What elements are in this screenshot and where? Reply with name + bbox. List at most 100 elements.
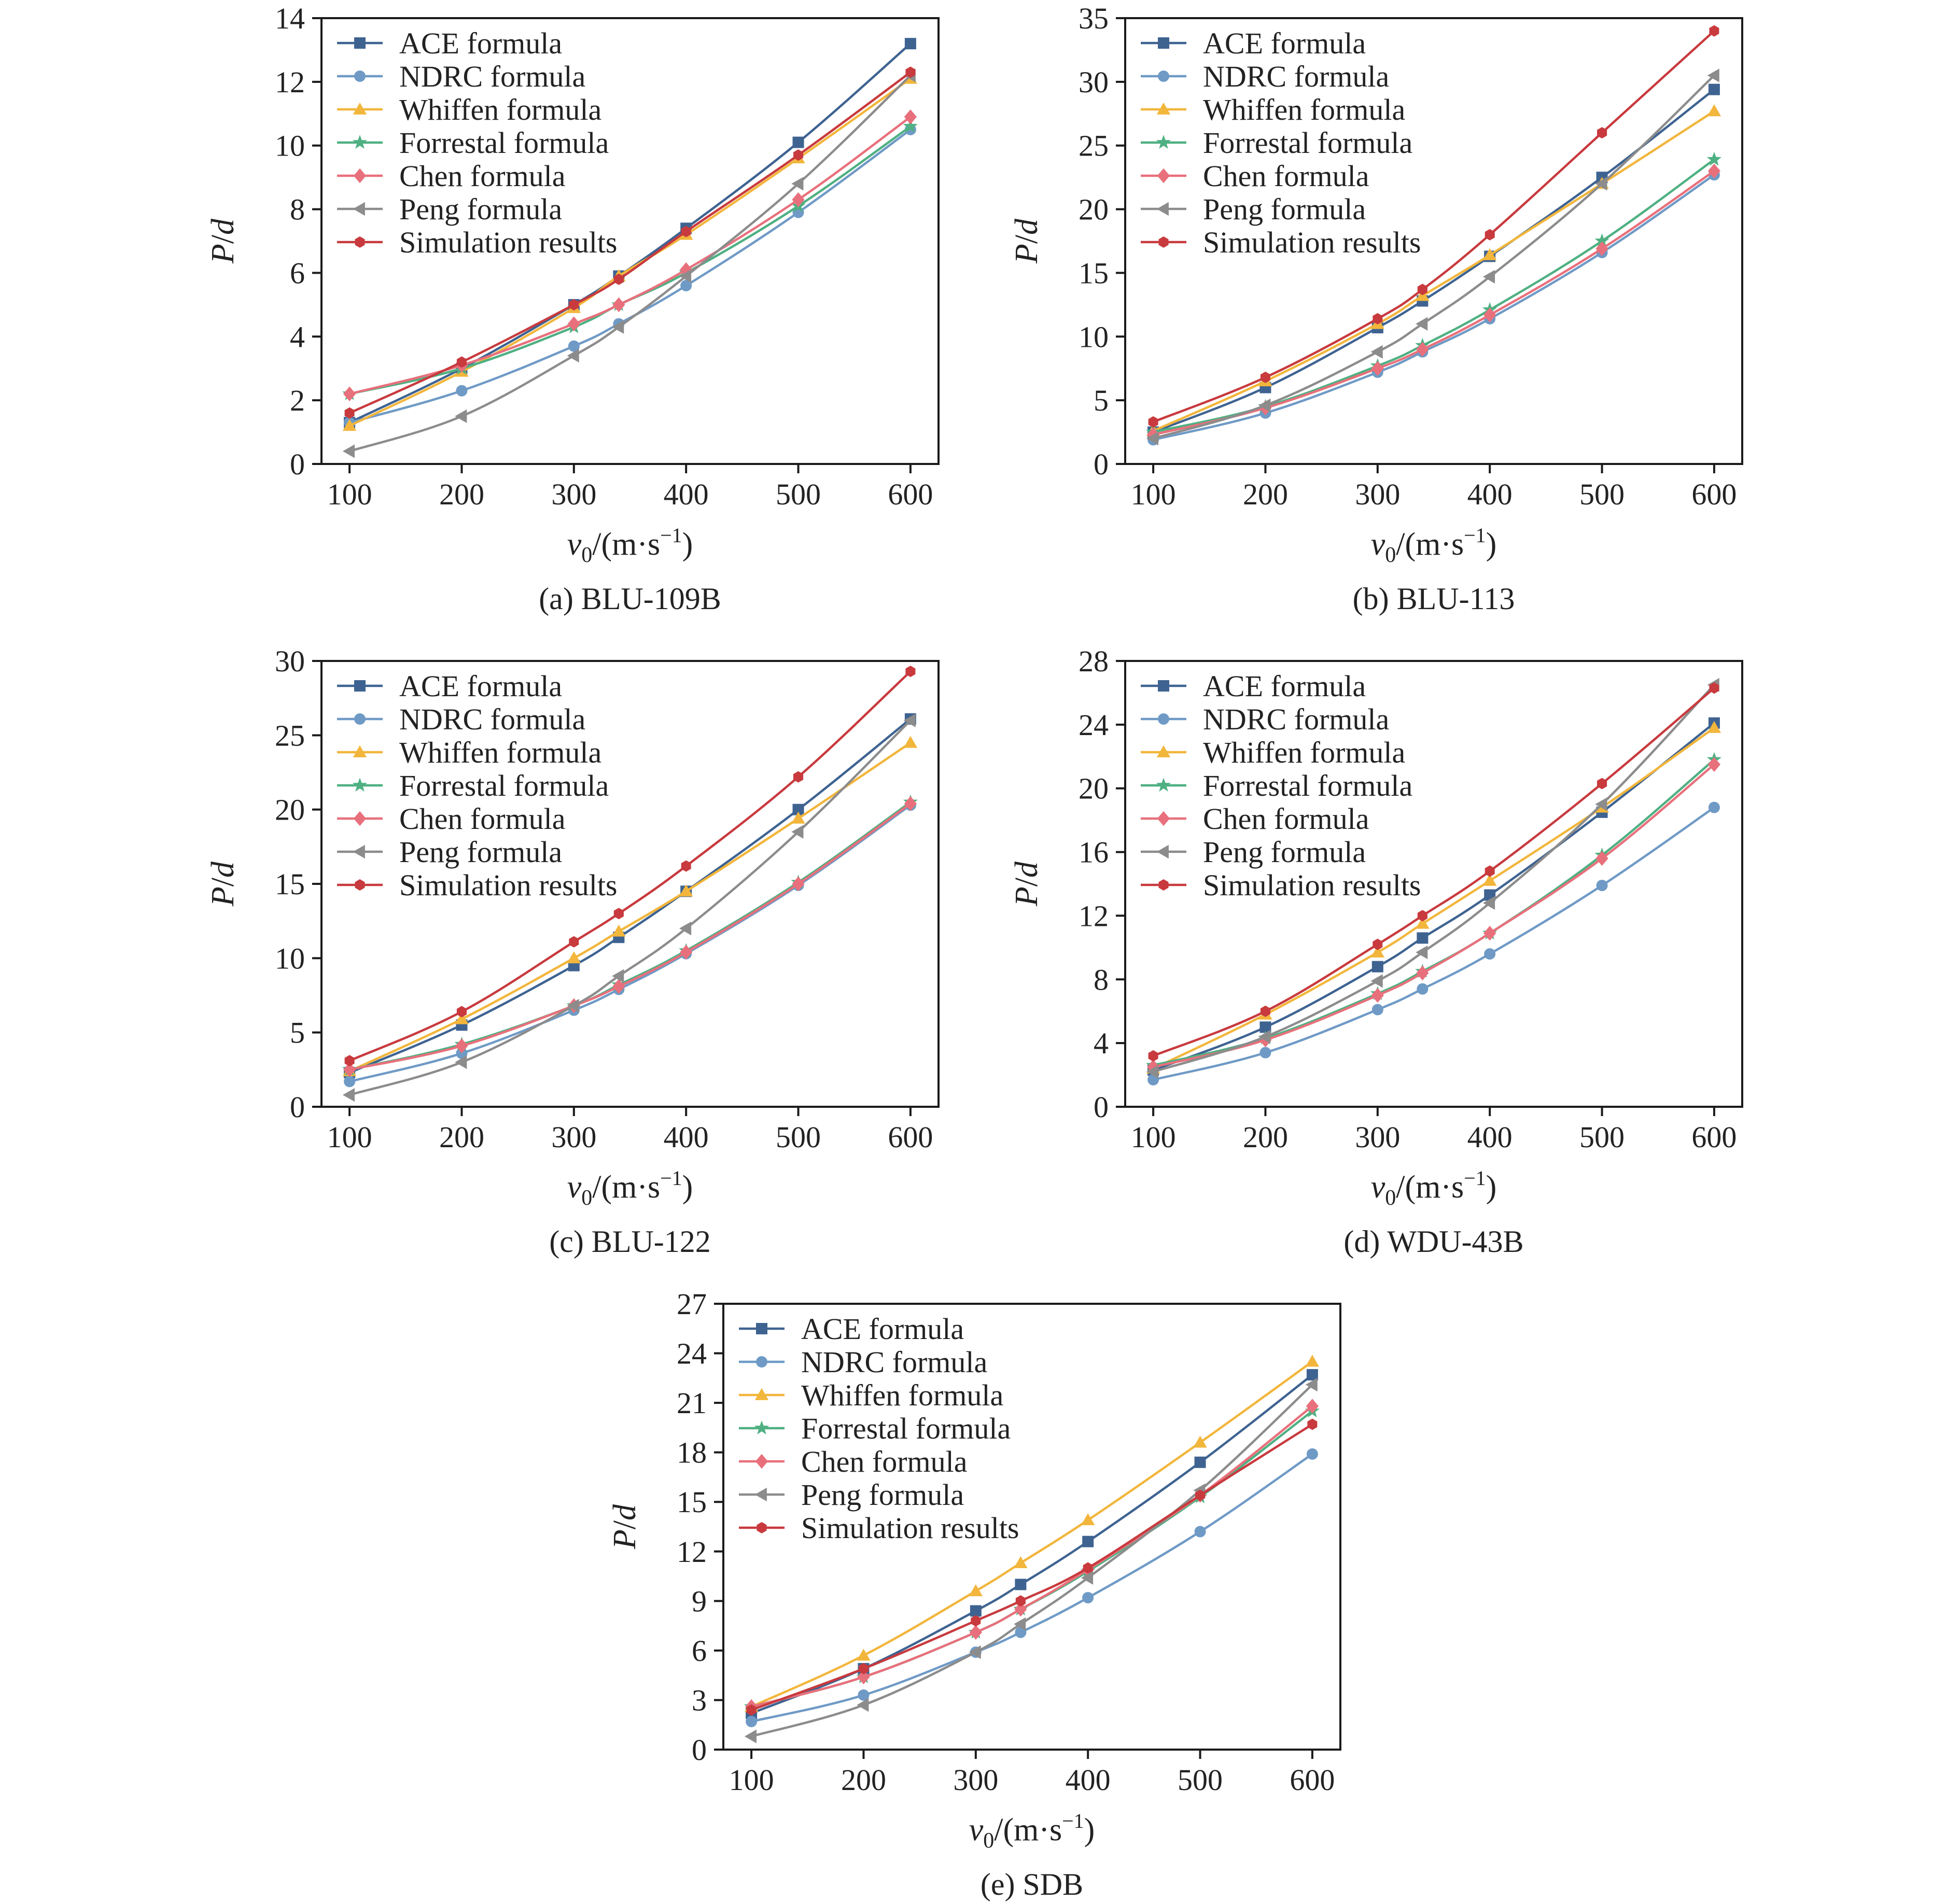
- data-point-whiffen: [791, 811, 805, 824]
- y-tick-label: 15: [275, 867, 305, 901]
- chart-caption: (c) BLU-122: [549, 1224, 711, 1259]
- data-point-peng: [1595, 797, 1607, 811]
- x-tick-label: 300: [551, 477, 596, 511]
- x-tick-label: 100: [327, 477, 372, 511]
- legend-marker-peng: [353, 202, 365, 216]
- data-point-chen: [1306, 1399, 1319, 1414]
- data-point-simulation: [569, 299, 579, 311]
- y-tick-label: 24: [1079, 708, 1109, 742]
- data-point-peng: [567, 998, 579, 1013]
- data-point-peng: [342, 444, 355, 458]
- data-point-whiffen: [1014, 1556, 1028, 1568]
- data-point-peng: [1146, 431, 1158, 446]
- data-point-simulation: [344, 1055, 355, 1067]
- y-axis-title: P/d: [205, 861, 241, 907]
- data-point-ace: [1082, 1535, 1094, 1547]
- data-point-ndrc: [344, 1076, 356, 1088]
- y-tick-label: 2: [290, 384, 305, 417]
- data-point-simulation: [746, 1704, 757, 1716]
- data-point-simulation: [1709, 25, 1719, 37]
- data-point-ndrc: [1194, 1526, 1206, 1538]
- legend-label-chen: Chen formula: [801, 1445, 968, 1478]
- legend-label-ace: ACE formula: [399, 26, 562, 60]
- legend-marker-peng: [353, 844, 365, 859]
- chart-panel-4: 100 200 300 400 500 600 0 3 6 9 12 15 18 21 24 27 v0/(m·…: [607, 1287, 1341, 1901]
- data-point-whiffen: [1707, 104, 1721, 117]
- legend-label-simulation: Simulation results: [399, 868, 618, 902]
- x-tick-label: 500: [1579, 477, 1625, 511]
- data-point-simulation: [793, 149, 804, 161]
- y-tick-label: 15: [1079, 256, 1109, 290]
- x-tick-label: 100: [1131, 1120, 1176, 1154]
- data-point-simulation: [1015, 1595, 1026, 1607]
- data-point-simulation: [793, 771, 804, 783]
- data-point-whiffen: [969, 1584, 983, 1597]
- legend-label-peng: Peng formula: [399, 192, 562, 226]
- y-tick-label: 35: [1079, 2, 1109, 35]
- data-point-chen: [1416, 965, 1429, 981]
- data-point-whiffen: [342, 419, 357, 431]
- data-point-peng: [969, 1645, 981, 1659]
- chart-panel-1: 100 200 300 400 500 600 0 5 10 15 20 25 30 35 v0/(m·s−…: [1009, 2, 1743, 616]
- legend-marker-whiffen: [1156, 102, 1171, 115]
- data-point-peng: [455, 1055, 467, 1069]
- data-point-ndrc: [1082, 1591, 1094, 1603]
- data-point-chen: [1707, 757, 1721, 772]
- legend-marker-chen: [1157, 168, 1170, 184]
- legend-marker-forrestal: [1156, 778, 1171, 792]
- data-point-peng: [1305, 1377, 1318, 1392]
- data-point-simulation: [613, 273, 624, 285]
- legend-label-simulation: Simulation results: [1203, 868, 1421, 902]
- data-point-whiffen: [1482, 873, 1497, 886]
- data-point-ndrc: [456, 385, 468, 397]
- data-point-simulation: [1485, 865, 1495, 877]
- data-point-simulation: [569, 936, 579, 948]
- legend-label-simulation: Simulation results: [1203, 226, 1421, 259]
- legend-label-chen: Chen formula: [1203, 159, 1369, 193]
- data-point-peng: [342, 1088, 355, 1102]
- data-point-peng: [455, 409, 467, 424]
- data-point-whiffen: [1707, 721, 1721, 733]
- data-point-ace: [792, 136, 804, 148]
- legend-marker-peng: [1156, 844, 1169, 859]
- legend-label-ace: ACE formula: [801, 1312, 964, 1346]
- data-point-simulation: [905, 66, 916, 78]
- data-point-ndrc: [456, 1047, 468, 1059]
- chart-caption: (a) BLU-109B: [539, 582, 721, 616]
- y-tick-label: 25: [275, 718, 305, 752]
- y-tick-label: 0: [1094, 1090, 1109, 1124]
- legend-label-peng: Peng formula: [801, 1478, 964, 1512]
- data-point-whiffen: [1193, 1435, 1207, 1448]
- y-tick-label: 12: [1079, 899, 1109, 933]
- data-point-simulation: [1307, 1418, 1318, 1430]
- chart-caption: (e) SDB: [981, 1867, 1083, 1901]
- legend-label-chen: Chen formula: [399, 159, 566, 193]
- plot-frame: [722, 1303, 1341, 1751]
- data-point-chen: [1416, 342, 1429, 357]
- data-point-peng: [857, 1698, 869, 1712]
- legend-label-whiffen: Whiffen formula: [801, 1378, 1003, 1412]
- x-tick-label: 600: [888, 1120, 933, 1154]
- x-tick-label: 600: [1691, 477, 1737, 511]
- x-tick-label: 300: [1355, 1120, 1400, 1154]
- y-tick-label: 24: [677, 1337, 707, 1371]
- y-tick-label: 6: [290, 256, 305, 290]
- data-point-chen: [857, 1669, 870, 1685]
- x-axis-title: v0/(m·s−1): [969, 1809, 1095, 1853]
- data-point-peng: [1014, 1617, 1026, 1631]
- y-tick-label: 20: [275, 793, 305, 827]
- y-tick-label: 8: [1094, 963, 1109, 996]
- legend-marker-chen: [353, 168, 367, 184]
- data-point-ace: [904, 38, 916, 50]
- data-point-peng: [612, 320, 624, 334]
- legend-marker-ace: [756, 1323, 767, 1334]
- data-point-ndrc: [1708, 801, 1720, 813]
- legend-marker-ace: [1158, 37, 1169, 49]
- data-point-ndrc: [1306, 1448, 1318, 1460]
- data-point-chen: [1483, 925, 1496, 941]
- data-point-simulation: [971, 1615, 981, 1627]
- x-tick-label: 600: [1290, 1763, 1335, 1797]
